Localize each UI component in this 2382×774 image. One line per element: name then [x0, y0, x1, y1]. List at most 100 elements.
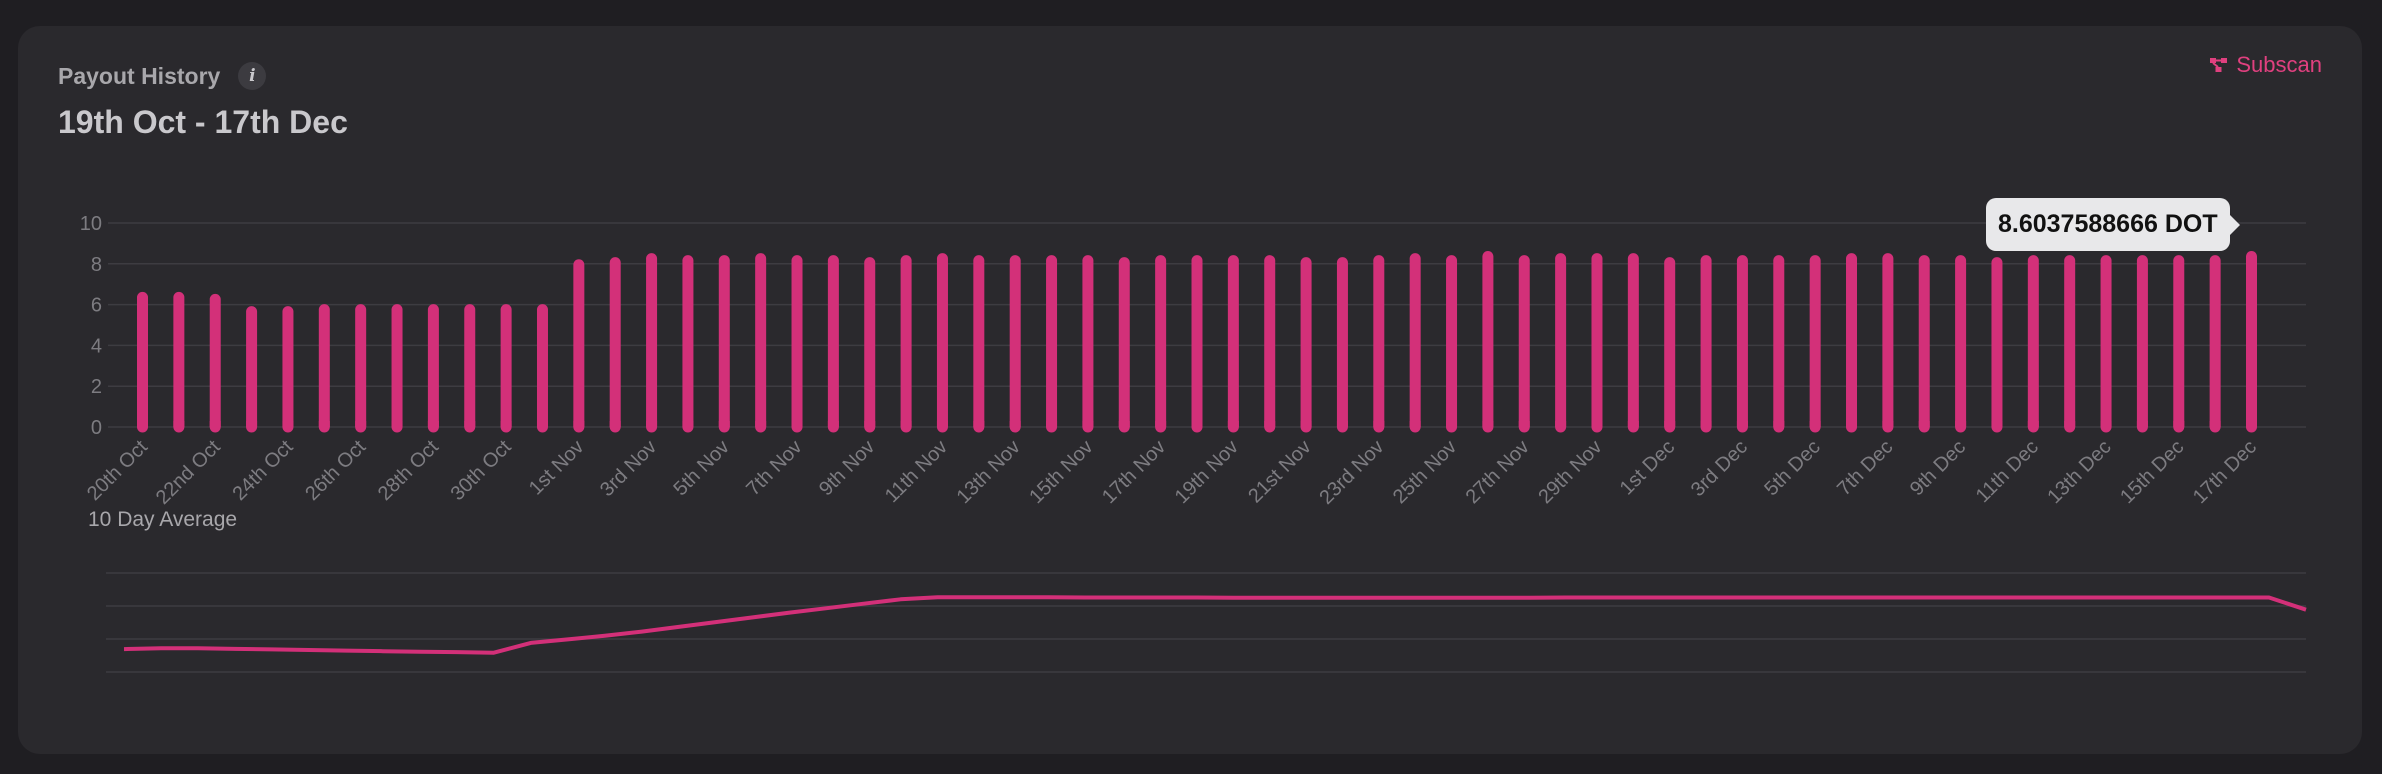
payout-bar-base — [2246, 421, 2257, 427]
value-tooltip: 8.6037588666 DOT — [1986, 198, 2230, 251]
x-tick-label: 28th Oct — [374, 436, 443, 505]
payout-bar-base — [2100, 421, 2112, 427]
payout-bar-base — [2027, 421, 2039, 427]
payout-bar-base — [1591, 421, 1603, 427]
x-tick-label: 19th Nov — [1171, 436, 1243, 508]
payout-bar-base — [936, 421, 948, 427]
x-tick-label: 21st Nov — [1244, 436, 1315, 507]
payout-bar-base — [1046, 421, 1058, 427]
x-tick-label: 20th Oct — [83, 436, 152, 505]
payout-bar-base — [1555, 421, 1567, 427]
x-tick-label: 15th Dec — [2116, 436, 2188, 508]
payout-bar-base — [900, 421, 912, 427]
x-tick-label: 11th Nov — [881, 436, 952, 507]
x-tick-label: 30th Oct — [447, 436, 516, 505]
payout-bar-base — [973, 421, 985, 427]
x-tick-label: 27th Nov — [1462, 436, 1534, 508]
payout-bar-base — [1809, 421, 1821, 427]
payout-bar-base — [1955, 421, 1967, 427]
card-header: Payout History i — [58, 62, 267, 90]
payout-bar-base — [282, 421, 294, 427]
x-tick-label: 3rd Dec — [1687, 436, 1752, 501]
payout-bar-base — [1082, 421, 1094, 427]
payout-bar-base — [1373, 421, 1385, 427]
y-tick-label: 6 — [91, 295, 102, 317]
payout-bar-base — [1918, 421, 1930, 427]
payout-bar-base — [1446, 421, 1458, 427]
payout-bar-base — [1191, 421, 1203, 427]
payout-bar-base — [1300, 421, 1312, 427]
payout-bar-base — [1664, 421, 1676, 427]
payout-bar-base — [791, 421, 803, 427]
payout-bar-base — [318, 421, 330, 427]
payout-bar-base — [864, 421, 876, 427]
x-tick-label: 13th Dec — [2043, 436, 2115, 508]
payout-bar-base — [355, 421, 367, 427]
x-tick-label: 24th Oct — [228, 436, 297, 505]
payout-bar-base — [2136, 421, 2148, 427]
payout-bar-base — [827, 421, 839, 427]
info-icon[interactable]: i — [238, 62, 267, 90]
y-tick-label: 4 — [91, 335, 102, 357]
y-tick-label: 2 — [91, 376, 102, 398]
payout-bar-base — [1264, 421, 1276, 427]
x-tick-label: 5th Nov — [670, 436, 734, 500]
x-tick-label: 3rd Nov — [596, 436, 661, 501]
x-tick-label: 23rd Nov — [1315, 436, 1388, 509]
payout-bar-base — [573, 421, 585, 427]
payout-bar-base — [536, 421, 548, 427]
payout-bar-base — [427, 421, 439, 427]
y-tick-label: 10 — [80, 213, 102, 235]
payout-bar-base — [246, 421, 258, 427]
payout-bar-base — [1118, 421, 1130, 427]
x-tick-label: 7th Nov — [742, 436, 806, 500]
y-tick-label: 8 — [91, 254, 102, 276]
y-tick-label: 0 — [91, 417, 102, 439]
payout-bar-base — [173, 421, 185, 427]
payout-bar-base — [1227, 421, 1239, 427]
subscan-label: Subscan — [2236, 52, 2322, 77]
x-tick-label: 7th Dec — [1833, 436, 1897, 500]
payout-bar-base — [137, 421, 148, 427]
payout-bar-base — [2173, 421, 2185, 427]
ten-day-average-label: 10 Day Average — [88, 508, 238, 531]
payout-bar-base — [1773, 421, 1785, 427]
payout-bar-base — [209, 421, 221, 427]
x-tick-label: 5th Dec — [1760, 436, 1824, 500]
network-icon — [2210, 58, 2228, 72]
x-tick-label: 1st Nov — [525, 436, 589, 500]
x-tick-label: 22nd Oct — [152, 436, 225, 509]
payout-bar-base — [1700, 421, 1712, 427]
date-range-label: 19th Oct - 17th Dec — [58, 104, 348, 140]
payout-bar-base — [1518, 421, 1530, 427]
x-tick-label: 9th Dec — [1906, 436, 1970, 500]
payout-bar-base — [464, 421, 476, 427]
x-tick-label: 11th Dec — [1972, 436, 2043, 507]
payout-bar-base — [1627, 421, 1639, 427]
payout-bar-base — [1482, 421, 1494, 427]
payout-bar-base — [1409, 421, 1421, 427]
payout-bar-base — [682, 421, 694, 427]
x-tick-label: 15th Nov — [1025, 436, 1097, 508]
x-tick-label: 17th Dec — [2189, 436, 2261, 508]
payout-bar-base — [718, 421, 730, 427]
payout-bar-base — [391, 421, 403, 427]
payout-history-card: Payout History i 19th Oct - 17th Dec Sub… — [18, 26, 2362, 754]
payout-bar-base — [1155, 421, 1167, 427]
payout-bar-base — [1736, 421, 1748, 427]
payout-bar-base — [1336, 421, 1348, 427]
payout-bar-base — [500, 421, 512, 427]
subscan-link[interactable]: Subscan — [2210, 52, 2322, 78]
payout-bar-base — [1991, 421, 2003, 427]
payout-bar-base — [646, 421, 658, 427]
payout-bar-base — [2209, 421, 2221, 427]
x-tick-label: 9th Nov — [815, 436, 879, 500]
payout-bar-base — [755, 421, 767, 427]
x-tick-label: 25th Nov — [1389, 436, 1461, 508]
payout-bar-base — [609, 421, 621, 427]
payout-bar-base — [2064, 421, 2076, 427]
x-tick-label: 26th Oct — [301, 436, 370, 505]
x-tick-label: 17th Nov — [1098, 436, 1170, 508]
x-tick-label: 29th Nov — [1534, 436, 1606, 508]
payout-history-title: Payout History — [58, 62, 221, 89]
